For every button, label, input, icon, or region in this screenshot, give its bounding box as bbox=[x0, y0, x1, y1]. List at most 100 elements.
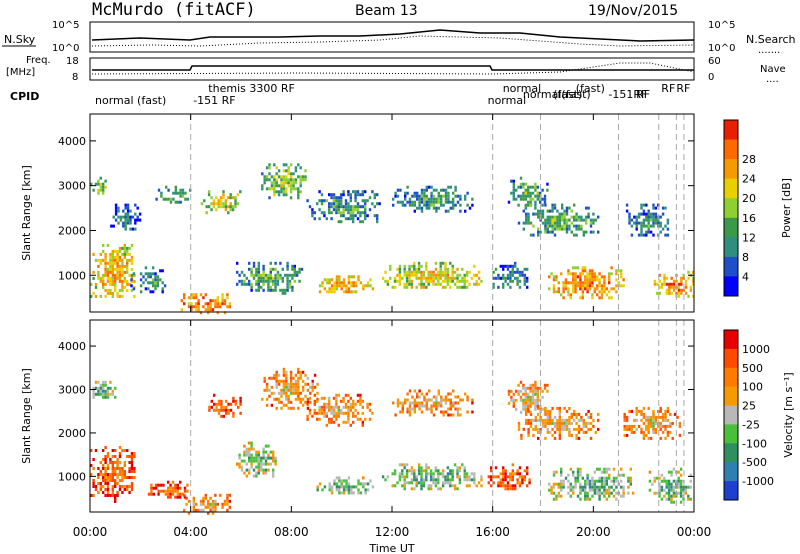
data-cell bbox=[130, 476, 134, 479]
data-cell bbox=[600, 290, 604, 294]
data-cell bbox=[116, 294, 119, 298]
data-cell bbox=[225, 405, 228, 409]
data-cell bbox=[366, 405, 369, 409]
data-cell bbox=[389, 264, 392, 268]
data-cell bbox=[499, 484, 502, 488]
data-cell bbox=[285, 370, 288, 374]
data-cell bbox=[250, 285, 253, 289]
data-cell bbox=[212, 205, 216, 209]
data-cell bbox=[130, 258, 134, 262]
data-cell bbox=[432, 413, 436, 417]
data-cell bbox=[502, 481, 505, 485]
data-cell bbox=[667, 482, 671, 486]
data-cell bbox=[289, 184, 293, 188]
data-cell bbox=[574, 266, 577, 270]
data-cell bbox=[301, 370, 305, 374]
data-cell bbox=[446, 481, 450, 485]
data-cell bbox=[121, 264, 124, 268]
data-cell bbox=[558, 424, 561, 428]
data-cell bbox=[608, 488, 611, 492]
data-cell bbox=[347, 482, 351, 486]
data-cell bbox=[527, 221, 530, 225]
data-cell bbox=[541, 197, 544, 201]
data-cell bbox=[364, 482, 367, 486]
data-cell bbox=[187, 305, 191, 309]
data-cell bbox=[667, 491, 671, 495]
data-cell bbox=[591, 482, 594, 486]
data-cell bbox=[121, 246, 124, 250]
data-cell bbox=[281, 279, 284, 283]
data-cell bbox=[381, 276, 385, 280]
data-cell bbox=[267, 273, 270, 277]
data-cell bbox=[102, 282, 105, 286]
data-cell bbox=[468, 282, 471, 286]
colorbar-swatch bbox=[724, 481, 738, 501]
data-cell bbox=[209, 508, 212, 512]
data-cell bbox=[659, 415, 662, 419]
data-cell bbox=[574, 479, 577, 483]
data-cell bbox=[642, 406, 646, 410]
data-cell bbox=[581, 266, 584, 270]
data-cell bbox=[553, 206, 557, 210]
data-cell bbox=[647, 212, 650, 216]
data-cell bbox=[653, 491, 656, 495]
data-cell bbox=[456, 413, 460, 417]
data-cell bbox=[586, 497, 589, 501]
data-cell bbox=[512, 398, 515, 402]
data-cell bbox=[349, 402, 352, 406]
data-cell bbox=[555, 290, 558, 294]
data-cell bbox=[118, 446, 122, 449]
data-cell bbox=[579, 482, 582, 486]
data-cell bbox=[417, 264, 421, 268]
data-cell bbox=[227, 408, 230, 412]
data-cell bbox=[401, 203, 404, 207]
data-cell bbox=[320, 396, 324, 400]
data-cell bbox=[480, 478, 483, 482]
data-cell bbox=[261, 172, 264, 176]
data-cell bbox=[511, 475, 514, 479]
data-cell bbox=[144, 272, 148, 276]
data-cell bbox=[437, 194, 440, 198]
data-cell bbox=[282, 184, 286, 188]
data-cell bbox=[183, 508, 186, 512]
data-cell bbox=[420, 285, 423, 289]
data-cell bbox=[229, 196, 232, 200]
data-cell bbox=[415, 484, 418, 488]
data-cell bbox=[121, 476, 124, 479]
data-cell bbox=[473, 475, 476, 479]
data-cell bbox=[352, 214, 355, 218]
data-cell bbox=[423, 398, 426, 402]
data-cell bbox=[119, 215, 123, 219]
data-cell bbox=[106, 488, 110, 491]
data-cell bbox=[577, 412, 581, 416]
data-cell bbox=[282, 388, 286, 392]
data-cell bbox=[562, 284, 565, 288]
data-cell bbox=[321, 281, 324, 285]
data-cell bbox=[551, 227, 554, 231]
data-cell bbox=[447, 191, 450, 195]
data-cell bbox=[565, 212, 569, 216]
data-cell bbox=[546, 383, 549, 387]
data-cell bbox=[444, 197, 448, 201]
data-cell bbox=[274, 285, 277, 289]
data-cell bbox=[451, 478, 454, 482]
data-cell bbox=[399, 200, 402, 204]
data-cell bbox=[502, 276, 505, 280]
data-cell bbox=[541, 389, 544, 393]
data-cell bbox=[582, 418, 585, 422]
data-cell bbox=[294, 178, 298, 182]
data-cell bbox=[276, 282, 280, 286]
data-cell bbox=[576, 266, 580, 270]
y-tick-label: 4000 bbox=[58, 135, 86, 148]
data-cell bbox=[272, 276, 275, 280]
data-cell bbox=[128, 282, 131, 286]
data-cell bbox=[420, 191, 424, 195]
data-cell bbox=[99, 488, 102, 491]
data-cell bbox=[357, 275, 360, 279]
data-cell bbox=[338, 275, 341, 279]
data-cell bbox=[527, 212, 530, 216]
data-cell bbox=[330, 491, 334, 495]
data-cell bbox=[516, 267, 519, 271]
data-cell bbox=[525, 421, 528, 425]
data-cell bbox=[418, 395, 421, 399]
